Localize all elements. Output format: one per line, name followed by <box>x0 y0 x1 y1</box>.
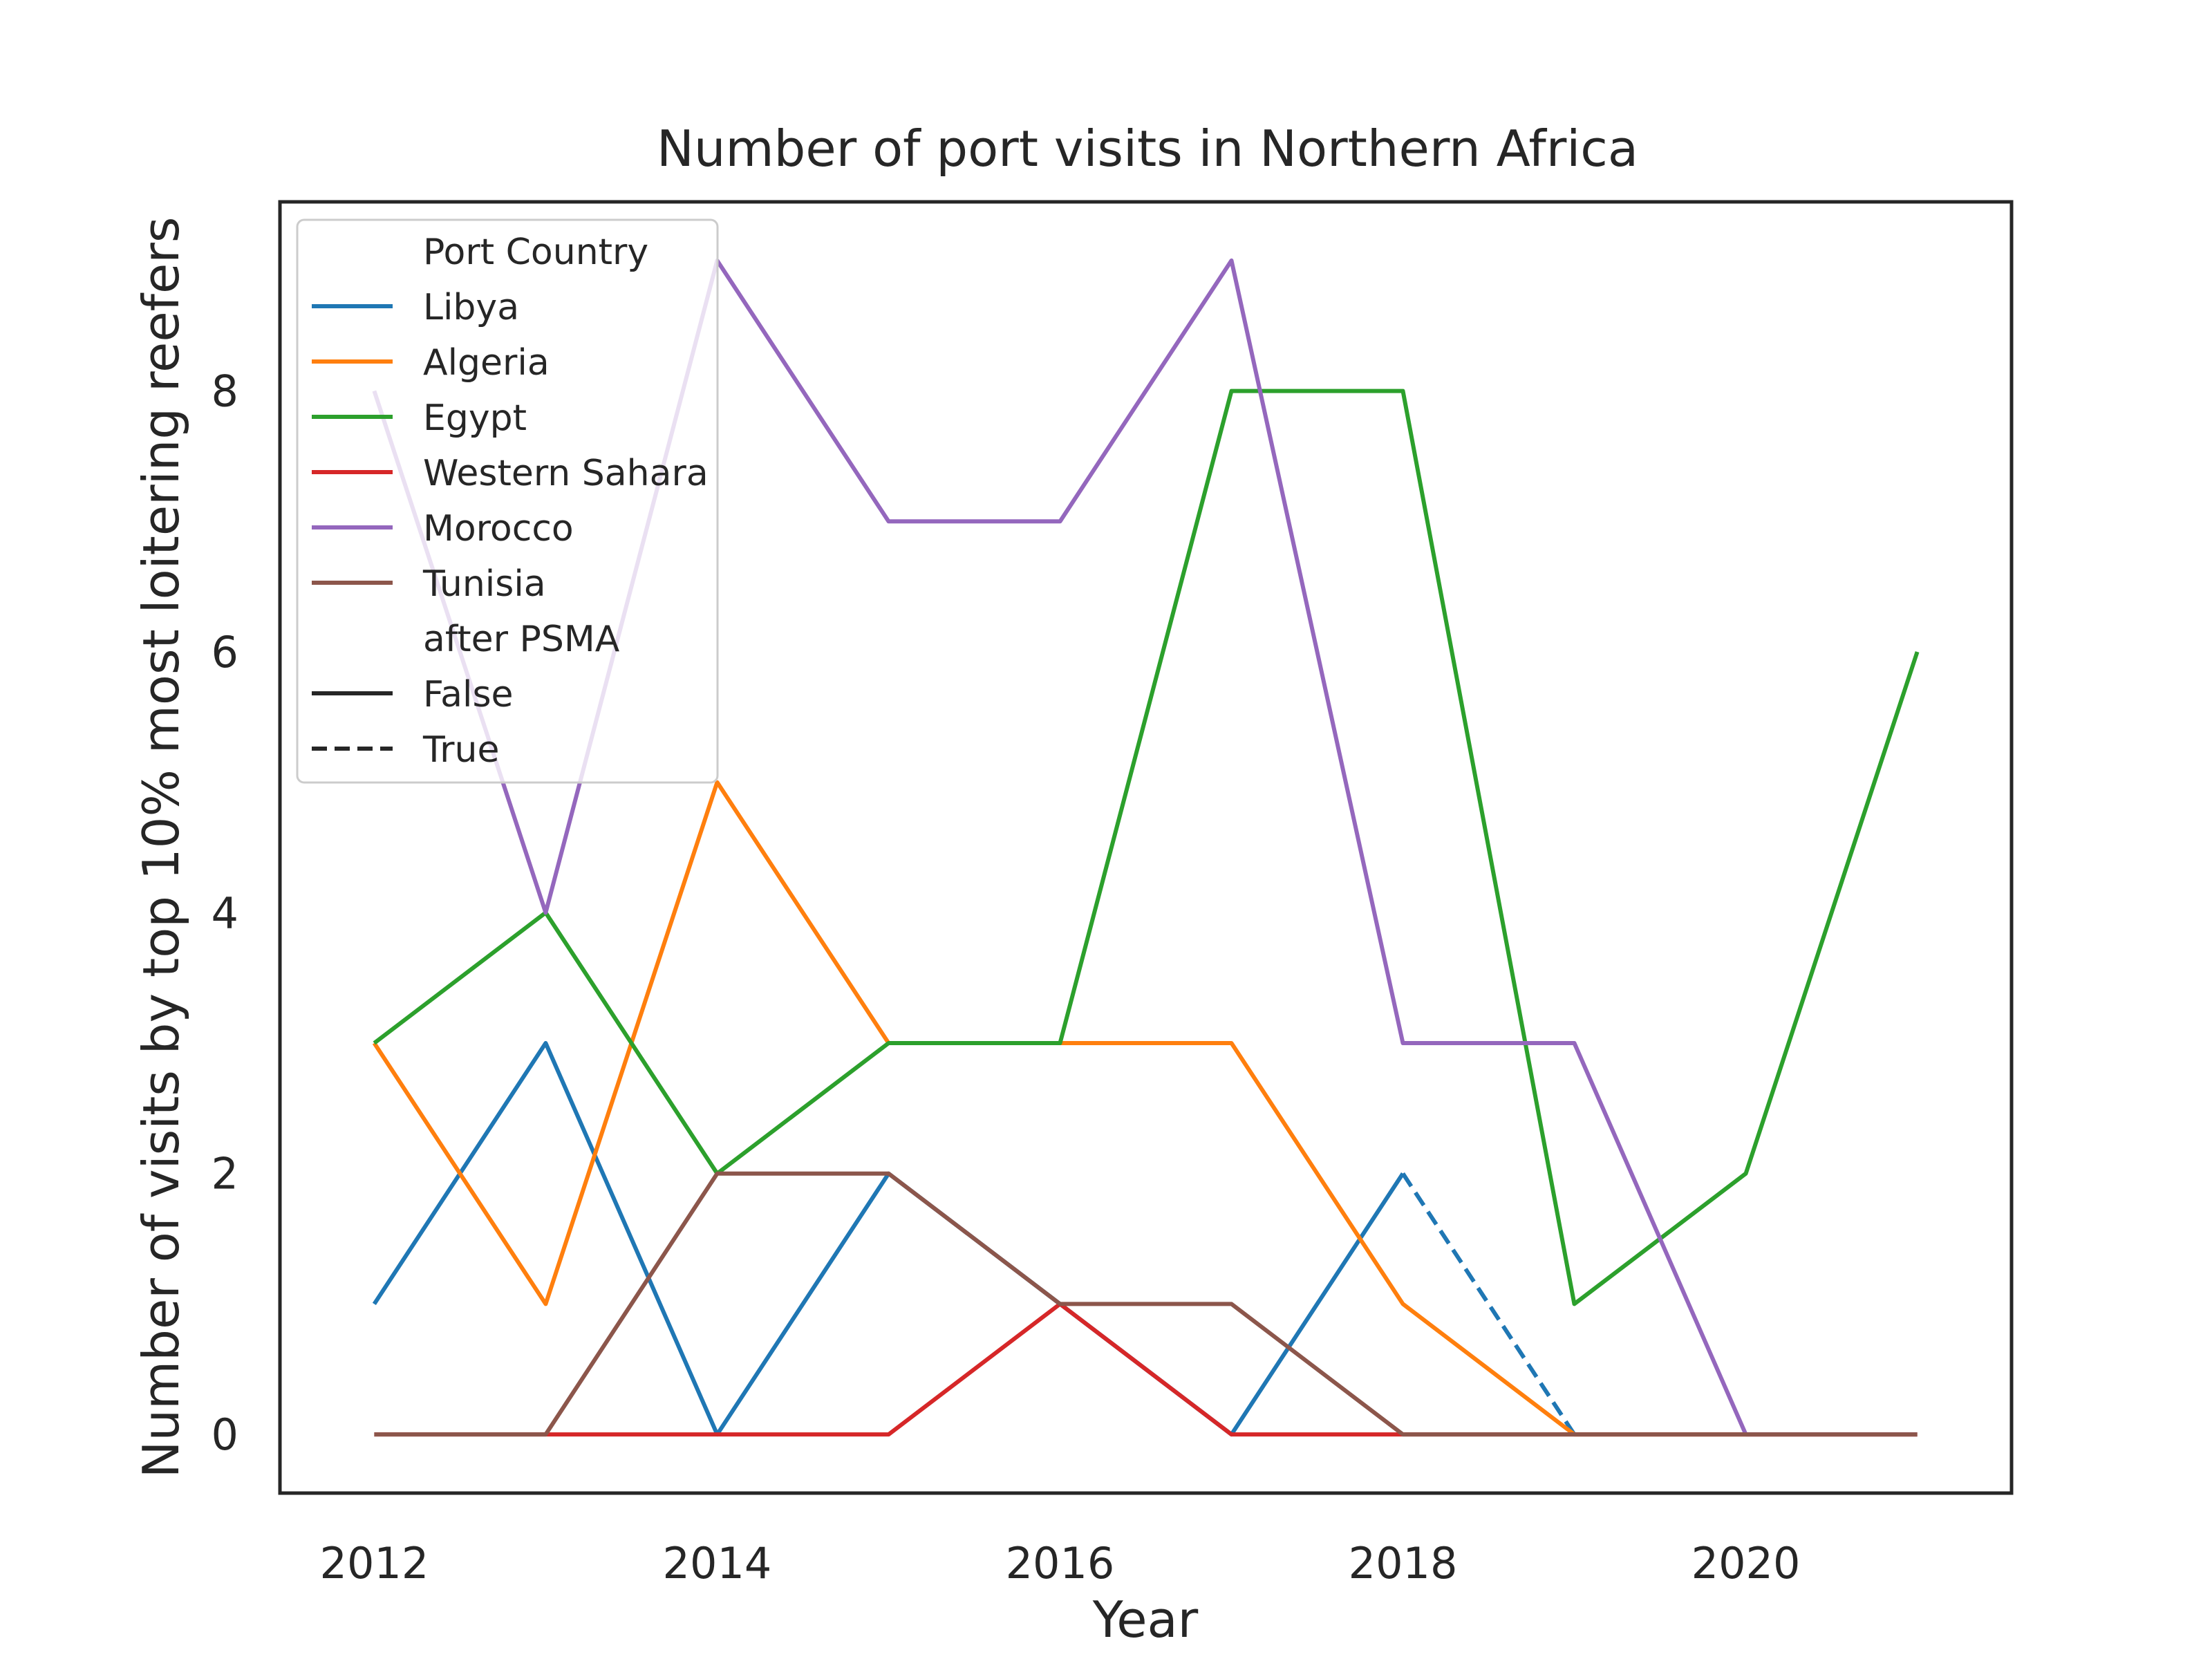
legend-label-tunisia: Tunisia <box>422 563 546 605</box>
x-axis-label: Year <box>1092 1591 1199 1649</box>
y-tick-label-2: 2 <box>212 1149 238 1199</box>
legend-label-algeria: Algeria <box>423 342 550 384</box>
x-tick-label-2020: 2020 <box>1691 1538 1801 1588</box>
y-tick-label-8: 8 <box>212 366 238 417</box>
y-axis-label: Number of visits by top 10% most loiteri… <box>132 217 190 1479</box>
series-line-libya-true-1 <box>1400 1172 1577 1436</box>
x-tick-label-2014: 2014 <box>663 1538 772 1588</box>
legend-label-western-sahara: Western Sahara <box>423 453 709 494</box>
x-tick-labels: 2012 2014 2016 2018 2020 <box>320 1538 1801 1588</box>
legend-label-egypt: Egypt <box>423 397 527 439</box>
series-line-tunisia-false-0 <box>374 1171 1918 1437</box>
y-tick-label-6: 6 <box>212 627 238 677</box>
x-tick-label-2012: 2012 <box>320 1538 429 1588</box>
legend-box <box>296 218 719 784</box>
x-tick-label-2018: 2018 <box>1349 1538 1458 1588</box>
chart-title: Number of port visits in Northern Africa <box>657 120 1638 178</box>
y-tick-label-4: 4 <box>212 888 238 938</box>
legend-label-morocco: Morocco <box>423 508 574 550</box>
legend-label-libya: Libya <box>423 287 519 328</box>
legend-label-style-true: True <box>422 729 499 771</box>
legend-label-hue-title: Port Country <box>423 232 648 273</box>
legend-label-style-title: after PSMA <box>423 619 620 660</box>
legend: Port Country Libya Algeria Egypt Western Sah… <box>296 218 719 784</box>
series-tunisia <box>374 1171 1918 1437</box>
y-tick-label-0: 0 <box>212 1409 238 1460</box>
y-tick-labels: 0 2 4 6 8 <box>212 366 238 1460</box>
plot-frame <box>278 200 2014 1495</box>
legend-label-style-false: False <box>423 674 514 715</box>
x-tick-label-2016: 2016 <box>1006 1538 1115 1588</box>
